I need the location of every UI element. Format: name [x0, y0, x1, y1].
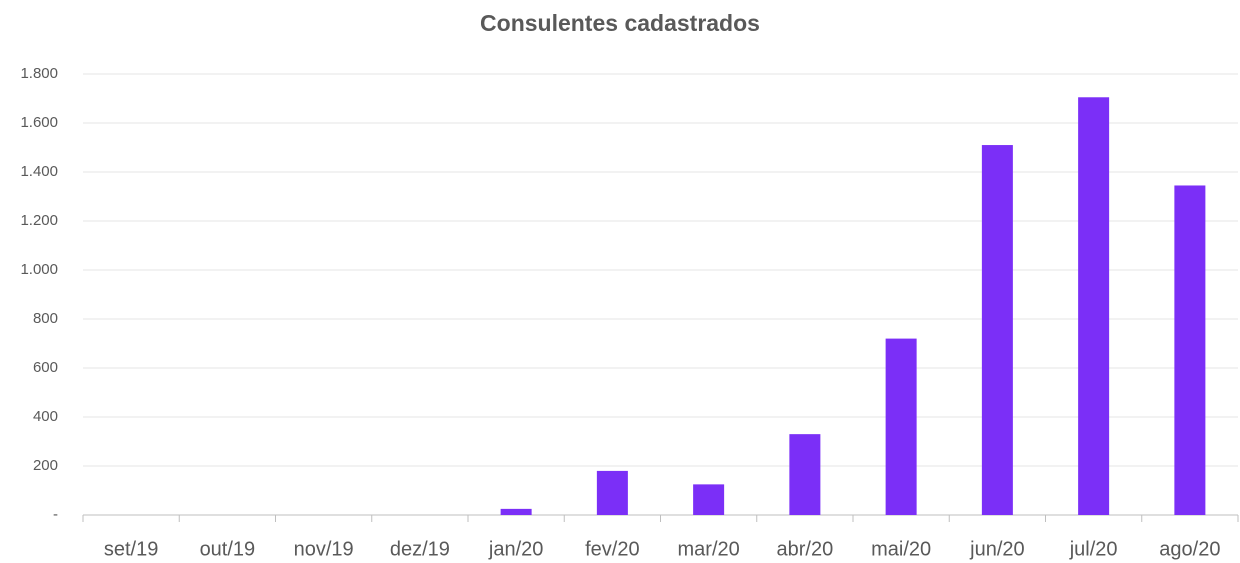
x-tick-label: out/19 — [200, 538, 256, 560]
chart-title: Consulentes cadastrados — [480, 10, 760, 36]
y-tick-label: 1.800 — [20, 65, 58, 82]
bar — [981, 145, 1013, 516]
x-tick-label: jan/20 — [488, 538, 544, 560]
bar — [885, 338, 917, 515]
bar — [693, 484, 725, 515]
y-tick-label: 1.200 — [20, 212, 58, 229]
bar — [1078, 97, 1110, 516]
y-tick-label: 800 — [33, 310, 58, 327]
bar — [596, 470, 628, 515]
x-tick-label: dez/19 — [390, 538, 450, 560]
x-tick-label: abr/20 — [777, 538, 834, 560]
y-tick-label: 1.600 — [20, 114, 58, 131]
x-tick-label: mar/20 — [678, 538, 740, 560]
bar — [789, 434, 821, 515]
bar — [500, 508, 532, 515]
x-tick-label: jun/20 — [969, 538, 1025, 560]
x-tick-label: set/19 — [104, 538, 158, 560]
y-tick-label: 1.000 — [20, 261, 58, 278]
x-tick-label: ago/20 — [1159, 538, 1220, 560]
y-tick-label: 1.400 — [20, 163, 58, 180]
bar — [1174, 185, 1206, 515]
y-tick-label: 600 — [33, 359, 58, 376]
x-tick-label: mai/20 — [871, 538, 931, 560]
y-tick-label: - — [53, 506, 58, 523]
x-tick-label: fev/20 — [585, 538, 639, 560]
x-tick-label: jul/20 — [1069, 538, 1118, 560]
x-tick-label: nov/19 — [294, 538, 354, 560]
y-tick-label: 200 — [33, 457, 58, 474]
y-tick-label: 400 — [33, 408, 58, 425]
